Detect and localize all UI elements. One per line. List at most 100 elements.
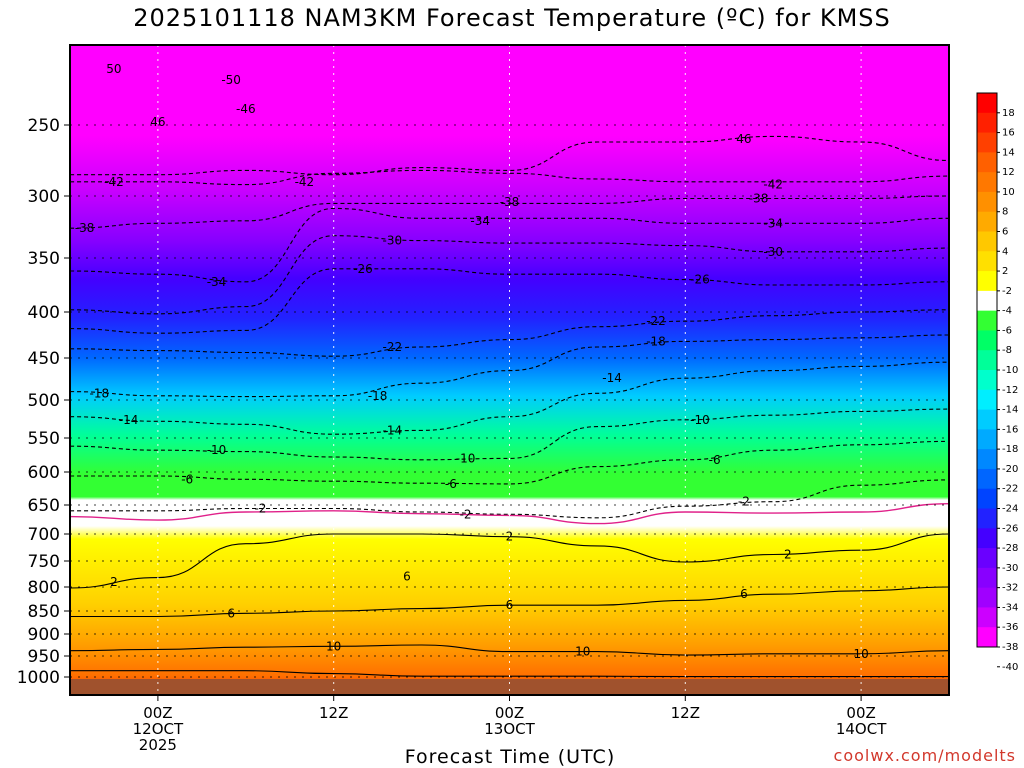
colorbar-swatch-5: [977, 191, 997, 213]
colorbar-swatch-21: [977, 508, 997, 529]
contour-label-23: -14: [119, 413, 139, 427]
colorbar-label-11: -6: [1002, 325, 1012, 336]
colorbar-label-8: 2: [1002, 266, 1008, 277]
contour-label-26: -10: [207, 443, 227, 457]
colorbar-swatch-6: [977, 211, 997, 232]
colorbar-label-17: -18: [1002, 444, 1018, 455]
contour-label-24: -14: [382, 423, 402, 437]
colorbar-label-28: -40: [1002, 662, 1018, 673]
isotherm-m34: [70, 207, 949, 283]
contour-label-33: -2: [460, 507, 472, 521]
colorbar-label-5: 8: [1002, 207, 1008, 218]
colorbar-label-13: -10: [1002, 365, 1018, 376]
colorbar-swatch-18: [977, 449, 997, 470]
colorbar-swatch-4: [977, 172, 997, 193]
colorbar-swatch-11: [977, 310, 997, 331]
contour-label-12: -34: [470, 214, 490, 228]
plot-background: [70, 45, 949, 695]
colorbar-swatch-10: [977, 290, 997, 312]
contour-label-5: -42: [104, 175, 124, 189]
colorbar-swatch-22: [977, 528, 997, 549]
x-tick-label-54-1: 14OCT: [836, 720, 887, 738]
y-tick-label-750: 750: [28, 552, 60, 572]
contour-label-8: -38: [75, 221, 95, 235]
x-tick-label-54-0: 00Z: [846, 704, 875, 722]
colorbar-swatch-23: [977, 548, 997, 569]
colorbar-label-1: 16: [1002, 128, 1015, 139]
contour-label-25: -14: [602, 371, 622, 385]
isotherm-10: [70, 644, 949, 656]
colorbar-label-18: -20: [1002, 464, 1018, 475]
colorbar-swatch-8: [977, 251, 997, 272]
x-axis-title: Forecast Time (UTC): [404, 746, 616, 768]
colorbar-label-14: -12: [1002, 385, 1018, 396]
colorbar-swatch-16: [977, 409, 997, 430]
x-tick-label-18-0: 12Z: [319, 704, 348, 722]
isotherm-m22: [70, 309, 949, 357]
contour-label-32: -2: [254, 501, 266, 515]
x-tick-label-6-2: 2025: [139, 736, 177, 754]
y-tick-label-800: 800: [28, 578, 60, 598]
colorbar-label-4: 10: [1002, 187, 1015, 198]
colorbar-swatch-7: [977, 231, 997, 252]
colorbar-label-19: -22: [1002, 484, 1018, 495]
isotherm-m18: [70, 334, 949, 398]
contour-label-41: 6: [740, 587, 748, 601]
colorbar: 18 16 14 12 10 8 6 4 2 -2 -4 -6 -8 -10 -12 -14 -16 -18 -20…: [976, 92, 1018, 673]
watermark[interactable]: coolwx.com/modelts: [833, 746, 1016, 765]
isotherm-m2: [70, 479, 949, 519]
chart-title: 2025101118 NAM3KM Forecast Temperature (…: [133, 4, 891, 32]
contour-label-44: 10: [853, 647, 868, 661]
contour-label-43: 10: [575, 645, 590, 659]
y-axis: 250 300 350 400 450 500 550 600 650 700 750 800 850 9…: [17, 116, 70, 688]
colorbar-label-3: 12: [1002, 167, 1015, 178]
colorbar-label-25: -34: [1002, 602, 1018, 613]
contour-label-20: -18: [646, 334, 666, 348]
colorbar-swatch-2: [977, 132, 997, 153]
contour-label-42: 10: [326, 639, 341, 653]
colorbar-label-15: -14: [1002, 405, 1018, 416]
contour-label-9: -38: [500, 195, 520, 209]
y-tick-label-650: 650: [28, 496, 60, 516]
contour-label-10: -38: [749, 191, 769, 205]
isotherm-m10: [70, 408, 949, 461]
y-tick-label-350: 350: [28, 249, 60, 269]
colorbar-swatch-12: [977, 330, 997, 351]
colorbar-swatch-27: [977, 627, 997, 648]
x-tick-label-30-0: 00Z: [495, 704, 524, 722]
colorbar-swatch-17: [977, 429, 997, 450]
y-tick-label-900: 900: [28, 625, 60, 645]
y-tick-label-850: 850: [28, 602, 60, 622]
colorbar-swatch-26: [977, 607, 997, 628]
colorbar-swatch-3: [977, 152, 997, 173]
contour-label-35: 2: [110, 575, 118, 589]
colorbar-swatch-20: [977, 488, 997, 509]
colorbar-label-23: -30: [1002, 563, 1018, 574]
contour-label-37: 2: [784, 548, 792, 562]
contour-label-21: -18: [89, 386, 109, 400]
contour-label-16: -26: [353, 262, 373, 276]
colorbar-label-0: 18: [1002, 108, 1015, 119]
contour-label-0: 50: [106, 62, 121, 76]
contour-label-22: -18: [368, 389, 388, 403]
colorbar-swatch-13: [977, 350, 997, 371]
contour-label-34: -2: [738, 495, 750, 509]
y-tick-label-700: 700: [28, 525, 60, 545]
y-tick-label-400: 400: [28, 303, 60, 323]
contour-label-19: -22: [646, 314, 666, 328]
contour-label-6: -42: [295, 175, 315, 189]
contour-label-14: -30: [382, 234, 402, 248]
y-tick-label-250: 250: [28, 116, 60, 136]
contour-label-30: -6: [445, 477, 457, 491]
isotherm-m26: [70, 268, 949, 334]
y-tick-label-500: 500: [28, 391, 60, 411]
x-tick-label-6-1: 12OCT: [133, 720, 184, 738]
colorbar-swatch-14: [977, 370, 997, 391]
x-tick-label-30-1: 13OCT: [484, 720, 535, 738]
contour-label-2: 46: [150, 115, 165, 129]
contour-label-13: -34: [763, 216, 783, 230]
contour-label-38: 6: [227, 606, 235, 620]
